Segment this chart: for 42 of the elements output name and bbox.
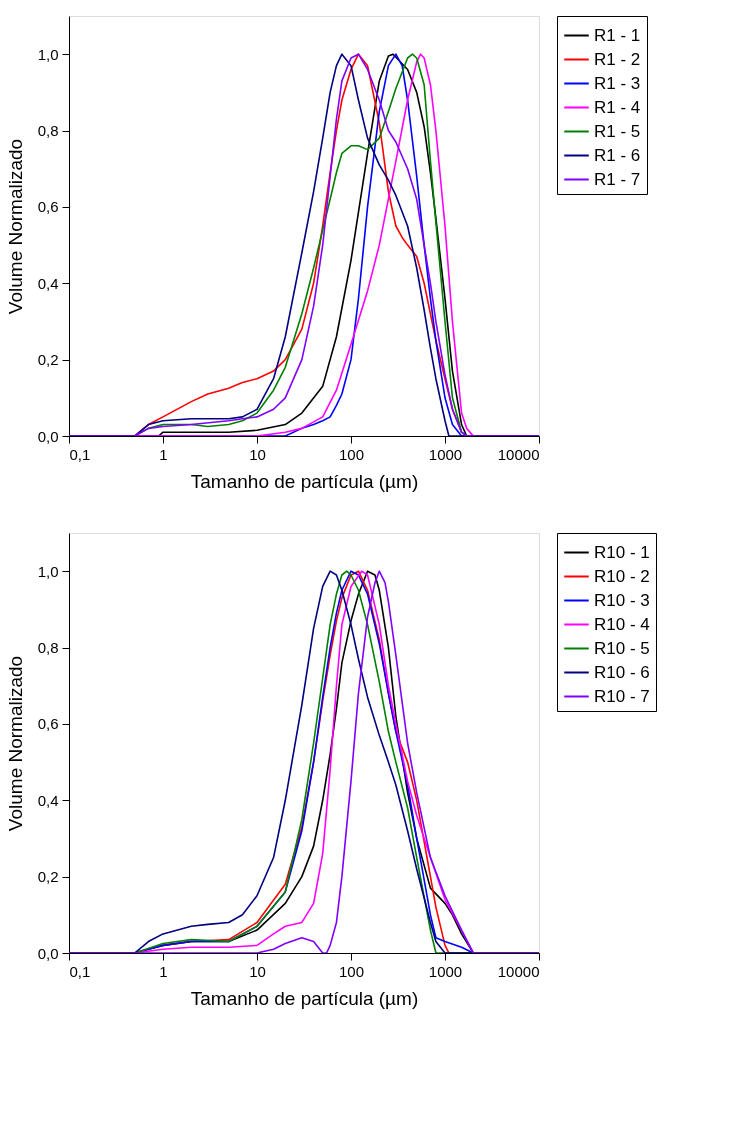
legend-label: R1 - 4 — [594, 97, 641, 117]
x-tick-label: 0,1 — [69, 962, 91, 980]
y-tick-label: 0,2 — [37, 351, 59, 369]
legend-label: R1 - 7 — [594, 169, 641, 189]
x-axis-title: Tamanho de partícula (µm) — [190, 470, 419, 492]
legend-label: R10 - 7 — [594, 686, 650, 706]
y-tick-label: 0,6 — [37, 198, 59, 216]
y-axis-title: Volume Normalizado — [4, 655, 26, 832]
legend-label: R1 - 5 — [594, 121, 641, 141]
x-tick-label: 10 — [249, 962, 266, 980]
legend-label: R1 - 1 — [594, 25, 641, 45]
legend-label: R1 - 6 — [594, 145, 641, 165]
y-tick-label: 1,0 — [37, 562, 59, 580]
y-tick-label: 0,8 — [37, 122, 59, 140]
x-tick-label: 10000 — [497, 962, 540, 980]
x-tick-label: 10000 — [497, 445, 540, 463]
x-tick-label: 10 — [249, 445, 266, 463]
x-tick-label: 100 — [338, 962, 365, 980]
x-tick-label: 1000 — [428, 962, 463, 980]
y-tick-label: 0,4 — [37, 791, 59, 809]
legend-label: R1 - 2 — [594, 49, 641, 69]
x-tick-label: 1 — [159, 445, 168, 463]
legend-label: R10 - 2 — [594, 566, 650, 586]
x-tick-label: 1 — [159, 962, 168, 980]
y-tick-label: 0,8 — [37, 639, 59, 657]
x-tick-label: 1000 — [428, 445, 463, 463]
y-tick-label: 0,6 — [37, 715, 59, 733]
legend-label: R10 - 1 — [594, 542, 650, 562]
legend-label: R10 - 4 — [594, 614, 650, 634]
y-tick-label: 0,2 — [37, 868, 59, 886]
legend-label: R10 - 6 — [594, 662, 650, 682]
y-tick-label: 0,0 — [37, 427, 59, 445]
y-tick-label: 0,4 — [37, 274, 59, 292]
y-tick-label: 0,0 — [37, 944, 59, 962]
x-axis-title: Tamanho de partícula (µm) — [190, 987, 419, 1009]
legend-label: R10 - 5 — [594, 638, 650, 658]
legend-label: R10 - 3 — [594, 590, 650, 610]
legend-label: R1 - 3 — [594, 73, 641, 93]
x-tick-label: 0,1 — [69, 445, 91, 463]
y-axis-title: Volume Normalizado — [4, 138, 26, 315]
y-tick-label: 1,0 — [37, 45, 59, 63]
x-tick-label: 100 — [338, 445, 365, 463]
